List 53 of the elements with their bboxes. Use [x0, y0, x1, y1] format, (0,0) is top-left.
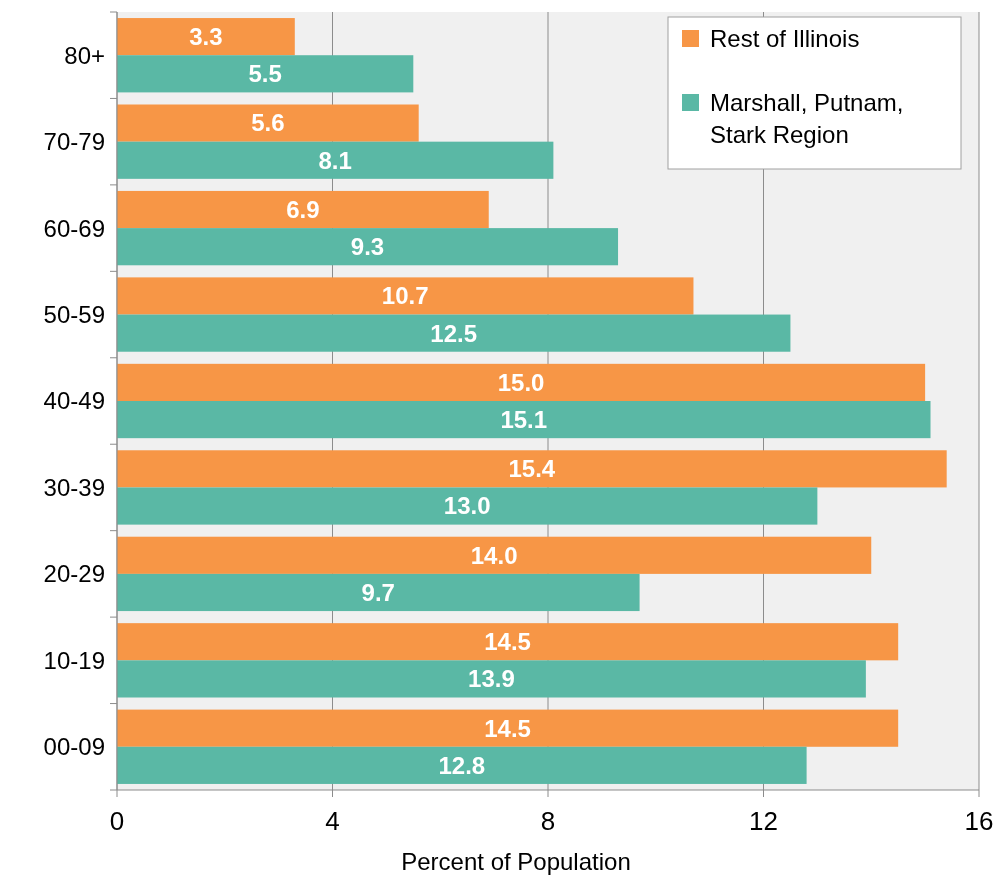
- bar: [117, 401, 931, 439]
- x-tick-label: 8: [540, 806, 556, 836]
- data-label: 9.3: [350, 233, 385, 261]
- bar: [117, 573, 640, 612]
- data-label: 14.5: [484, 628, 531, 656]
- bar: [117, 536, 872, 574]
- bar: [117, 277, 694, 315]
- bar: [117, 104, 419, 142]
- bar: [117, 141, 554, 179]
- data-label: 6.9: [286, 195, 320, 223]
- data-label: 13.0: [443, 492, 491, 520]
- data-label: 13.9: [468, 665, 515, 693]
- data-label: 15.0: [497, 368, 545, 396]
- bar: [117, 487, 818, 525]
- bar: [117, 55, 414, 93]
- bar: [117, 314, 791, 352]
- legend-label: Rest of Illinois: [710, 25, 860, 53]
- bar: [117, 228, 619, 266]
- x-tick-label: 4: [325, 806, 340, 836]
- bar: [117, 709, 899, 747]
- bar: [117, 363, 926, 401]
- data-label: 15.1: [500, 405, 548, 433]
- data-label: 15.4: [508, 455, 556, 483]
- data-label: 9.7: [361, 578, 395, 606]
- data-label: 8.1: [318, 146, 352, 174]
- data-label: 12.8: [438, 751, 486, 779]
- bar: [117, 190, 489, 229]
- y-tick-label: 20-29: [43, 560, 105, 588]
- bar: [117, 746, 807, 784]
- x-tick-label: 0: [109, 806, 125, 836]
- y-tick-label: 40-49: [43, 387, 105, 415]
- x-tick-label: 16: [964, 806, 994, 836]
- bar: [117, 450, 947, 488]
- y-tick-label: 50-59: [43, 300, 105, 328]
- y-tick-label: 10-19: [43, 646, 105, 674]
- y-tick-label: 00-09: [43, 733, 105, 761]
- data-label: 14.5: [484, 714, 531, 742]
- x-axis-title: Percent of Population: [401, 848, 631, 875]
- data-label: 12.5: [430, 319, 478, 347]
- legend-label: Marshall, Putnam, Stark Region: [710, 89, 904, 149]
- bar: [117, 660, 866, 698]
- data-label: 14.0: [470, 541, 518, 569]
- data-label: 10.7: [381, 282, 429, 310]
- y-tick-label: 30-39: [43, 473, 105, 501]
- y-tick-label: 80+: [64, 41, 105, 69]
- data-label: 5.5: [248, 60, 282, 88]
- y-tick-label: 70-79: [43, 128, 105, 156]
- data-label: 5.6: [251, 109, 285, 137]
- x-tick-label: 12: [749, 806, 778, 836]
- y-tick-label: 60-69: [43, 214, 105, 242]
- bar: [117, 18, 295, 56]
- data-label: 3.3: [189, 23, 223, 51]
- bar: [117, 623, 899, 661]
